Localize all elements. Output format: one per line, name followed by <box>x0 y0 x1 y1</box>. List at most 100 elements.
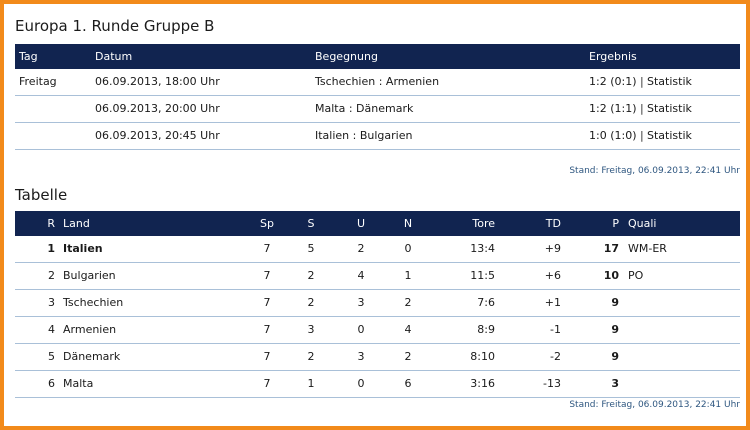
separator: | <box>640 102 644 115</box>
match-begegnung: Italien : Bulgarien <box>315 129 413 142</box>
matches-header: Tag Datum Begegnung Ergebnis <box>15 44 740 69</box>
match-row: Freitag 06.09.2013, 18:00 Uhr Tschechien… <box>15 69 740 96</box>
team-name: Bulgarien <box>63 269 116 282</box>
wins: 2 <box>307 296 315 309</box>
games: 7 <box>263 323 271 336</box>
points: 9 <box>611 350 619 363</box>
goal-diff: -1 <box>550 323 561 336</box>
col-r: R <box>47 217 55 230</box>
losses: 2 <box>404 296 412 309</box>
team-name: Malta <box>63 377 94 390</box>
games: 7 <box>263 350 271 363</box>
goals: 8:10 <box>470 350 495 363</box>
goal-diff: -2 <box>550 350 561 363</box>
table-row: 4 Armenien 7 3 0 4 8:9 -1 9 <box>15 317 740 344</box>
col-begegnung: Begegnung <box>315 50 378 63</box>
table-row: 5 Dänemark 7 2 3 2 8:10 -2 9 <box>15 344 740 371</box>
match-ergebnis: 1:2 (1:1) <box>589 102 637 115</box>
match-begegnung: Tschechien : Armenien <box>315 75 440 88</box>
draws: 2 <box>357 242 365 255</box>
rank: 4 <box>48 323 55 336</box>
statistik-link[interactable]: Statistik <box>647 75 692 88</box>
wins: 1 <box>307 377 315 390</box>
match-begegnung: Malta : Dänemark <box>315 102 414 115</box>
losses: 4 <box>404 323 412 336</box>
goal-diff: +6 <box>544 269 561 282</box>
goals: 7:6 <box>477 296 495 309</box>
draws: 3 <box>357 350 365 363</box>
col-s: S <box>307 217 315 230</box>
losses: 6 <box>404 377 412 390</box>
col-n: N <box>403 217 413 230</box>
match-ergebnis: 1:2 (0:1) <box>589 75 637 88</box>
goal-diff: -13 <box>543 377 561 390</box>
col-u: U <box>356 217 366 230</box>
team-name: Armenien <box>63 323 117 336</box>
table-title: Tabelle <box>15 186 68 204</box>
points: 9 <box>611 296 619 309</box>
col-sp: Sp <box>260 217 274 230</box>
table-row: 3 Tschechien 7 2 3 2 7:6 +1 9 <box>15 290 740 317</box>
table-stand: Stand: Freitag, 06.09.2013, 22:41 Uhr <box>569 400 740 410</box>
losses: 1 <box>404 269 412 282</box>
team-name: Italien <box>63 242 103 255</box>
goals: 13:4 <box>470 242 495 255</box>
statistik-link[interactable]: Statistik <box>647 129 692 142</box>
wins: 2 <box>307 269 315 282</box>
goals: 11:5 <box>470 269 495 282</box>
losses: 2 <box>404 350 412 363</box>
games: 7 <box>263 242 271 255</box>
draws: 4 <box>357 269 365 282</box>
match-ergebnis: 1:0 (1:0) <box>589 129 637 142</box>
rank: 5 <box>48 350 55 363</box>
matches-stand: Stand: Freitag, 06.09.2013, 22:41 Uhr <box>569 166 740 176</box>
col-td: TD <box>545 217 561 230</box>
col-land: Land <box>63 217 90 230</box>
match-row: 06.09.2013, 20:45 Uhr Italien : Bulgarie… <box>15 123 740 150</box>
wins: 2 <box>307 350 315 363</box>
col-tag: Tag <box>19 50 38 63</box>
goal-diff: +9 <box>544 242 561 255</box>
separator: | <box>640 75 644 88</box>
match-row: 06.09.2013, 20:00 Uhr Malta : Dänemark 1… <box>15 96 740 123</box>
rank: 6 <box>48 377 55 390</box>
table-row: 1 Italien 7 5 2 0 13:4 +9 17 WM-ER <box>15 236 740 263</box>
games: 7 <box>263 377 271 390</box>
draws: 0 <box>357 377 365 390</box>
col-tore: Tore <box>472 217 495 230</box>
draws: 3 <box>357 296 365 309</box>
group-title: Europa 1. Runde Gruppe B <box>15 17 215 35</box>
match-datum: 06.09.2013, 20:45 Uhr <box>95 129 220 142</box>
col-datum: Datum <box>95 50 133 63</box>
team-name: Tschechien <box>63 296 124 309</box>
statistik-link[interactable]: Statistik <box>647 102 692 115</box>
wins: 3 <box>307 323 315 336</box>
points: 17 <box>603 242 619 255</box>
losses: 0 <box>404 242 412 255</box>
table-row: 6 Malta 7 1 0 6 3:16 -13 3 <box>15 371 740 398</box>
draws: 0 <box>357 323 365 336</box>
points: 10 <box>603 269 619 282</box>
rank: 1 <box>47 242 55 255</box>
wins: 5 <box>307 242 315 255</box>
rank: 3 <box>48 296 55 309</box>
points: 9 <box>611 323 619 336</box>
points: 3 <box>611 377 619 390</box>
col-quali: Quali <box>628 217 657 230</box>
quali: PO <box>628 269 644 282</box>
match-datum: 06.09.2013, 20:00 Uhr <box>95 102 220 115</box>
col-p: P <box>612 217 619 230</box>
table-row: 2 Bulgarien 7 2 4 1 11:5 +6 10 PO <box>15 263 740 290</box>
games: 7 <box>263 269 271 282</box>
table-header: R Land Sp S U N Tore TD P Quali <box>15 211 740 236</box>
match-datum: 06.09.2013, 18:00 Uhr <box>95 75 220 88</box>
col-ergebnis: Ergebnis <box>589 50 637 63</box>
rank: 2 <box>48 269 55 282</box>
match-tag: Freitag <box>19 75 57 88</box>
goal-diff: +1 <box>544 296 561 309</box>
goals: 8:9 <box>477 323 495 336</box>
team-name: Dänemark <box>63 350 121 363</box>
games: 7 <box>263 296 271 309</box>
quali: WM-ER <box>628 242 667 255</box>
